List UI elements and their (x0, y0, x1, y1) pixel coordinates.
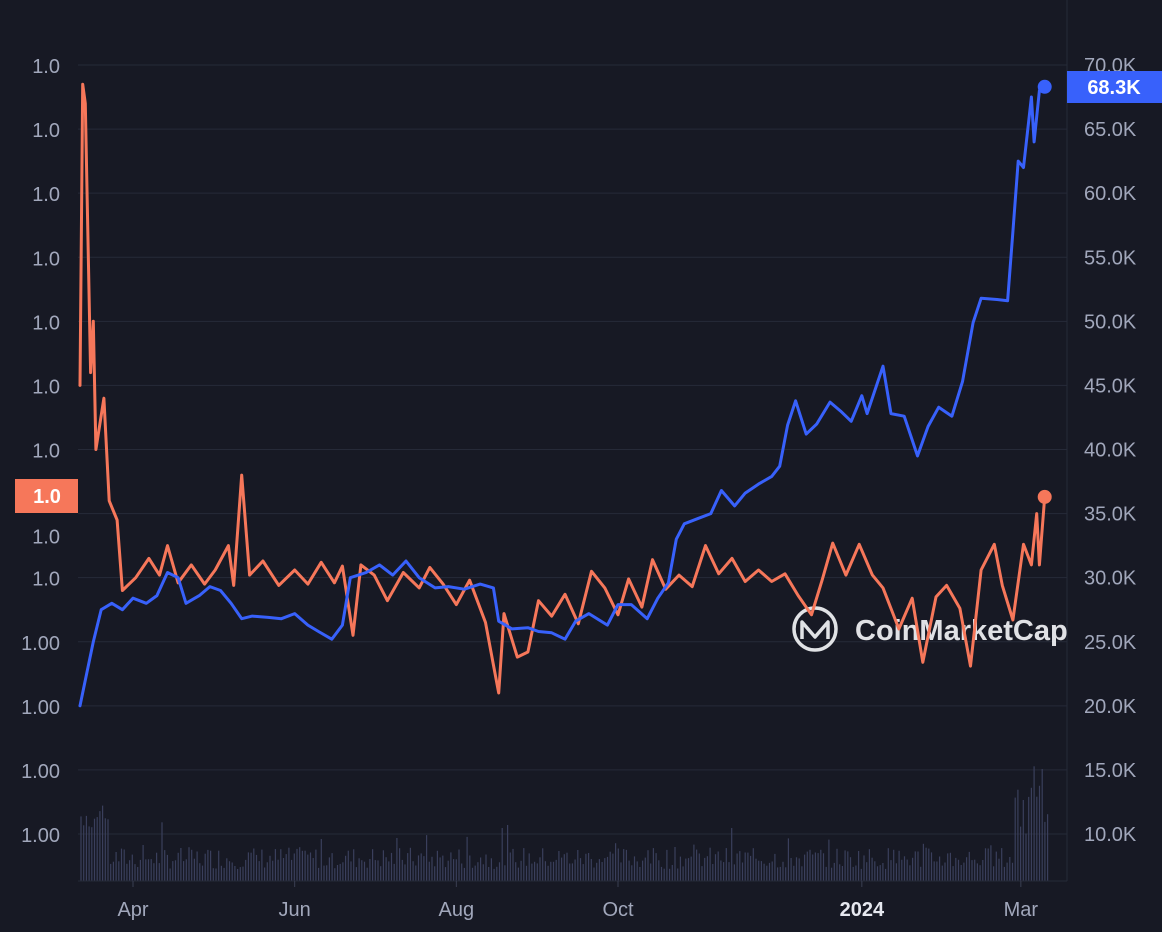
right-axis-tick-label: 40.0K (1084, 440, 1137, 462)
right-axis-tick-label: 10.0K (1084, 824, 1137, 846)
left-axis-tick-label: 1.00 (21, 633, 60, 655)
secondary-current-label: 1.0 (33, 486, 61, 508)
right-axis-tick-label: 50.0K (1084, 311, 1137, 333)
secondary-series-line (78, 82, 1047, 695)
grid-lines (78, 64, 1067, 835)
x-axis-ticks: Apr Jun Aug Oct 2024 Mar (117, 881, 1038, 921)
right-axis-tick-label: 35.0K (1084, 504, 1137, 526)
secondary-current-badge (15, 479, 78, 513)
left-axis-tick-label: 1.0 (32, 376, 60, 398)
x-axis-tick-label: Mar (1004, 899, 1039, 921)
left-axis-tick-label: 1.0 (32, 184, 60, 206)
price-current-badge (1067, 71, 1162, 103)
x-axis-tick-label: Oct (602, 899, 634, 921)
right-axis-tick-label: 20.0K (1084, 696, 1137, 718)
volume-bars (80, 766, 1049, 881)
right-axis-tick-label: 55.0K (1084, 247, 1137, 269)
left-axis-ticks: 1.0 1.0 1.0 1.0 1.0 1.0 1.0 1.0 1.0 1.00 1.00 1.00 1… (21, 56, 60, 847)
left-axis-tick-label: 1.0 (32, 120, 60, 142)
left-axis-tick-label: 1.0 (32, 569, 60, 591)
price-last-point (1037, 79, 1052, 94)
right-axis-tick-label: 65.0K (1084, 119, 1137, 141)
price-current-label: 68.3K (1087, 77, 1141, 99)
right-axis-current-badge: 68.3K (1067, 71, 1162, 103)
left-axis-tick-label: 1.0 (32, 248, 60, 270)
left-axis-tick-label: 1.0 (32, 56, 60, 78)
left-axis-tick-label: 1.0 (32, 441, 60, 463)
left-axis-tick-label: 1.00 (21, 697, 60, 719)
left-axis-tick-label: 1.00 (21, 761, 60, 783)
x-axis-tick-label: 2024 (840, 899, 885, 921)
secondary-last-point (1037, 489, 1052, 504)
right-axis-tick-label: 45.0K (1084, 375, 1137, 397)
x-axis-tick-label: Jun (279, 899, 311, 921)
right-axis-tick-label: 15.0K (1084, 760, 1137, 782)
left-axis-tick-label: 1.0 (32, 312, 60, 334)
left-axis-tick-label: 1.00 (21, 825, 60, 847)
x-axis-tick-label: Apr (117, 899, 148, 921)
right-axis-tick-label: 30.0K (1084, 568, 1137, 590)
x-axis-tick-label: Aug (439, 899, 475, 921)
right-axis-ticks: 70.0K65.0K60.0K55.0K50.0K45.0K40.0K35.0K… (1084, 55, 1137, 846)
left-axis-tick-label: 1.0 (32, 527, 60, 549)
coinmarketcap-logo-mark (800, 620, 830, 639)
right-axis-tick-label: 25.0K (1084, 632, 1137, 654)
left-axis-current-badge: 1.0 (15, 479, 78, 513)
price-series-line (78, 85, 1047, 708)
right-axis-tick-label: 60.0K (1084, 183, 1137, 205)
